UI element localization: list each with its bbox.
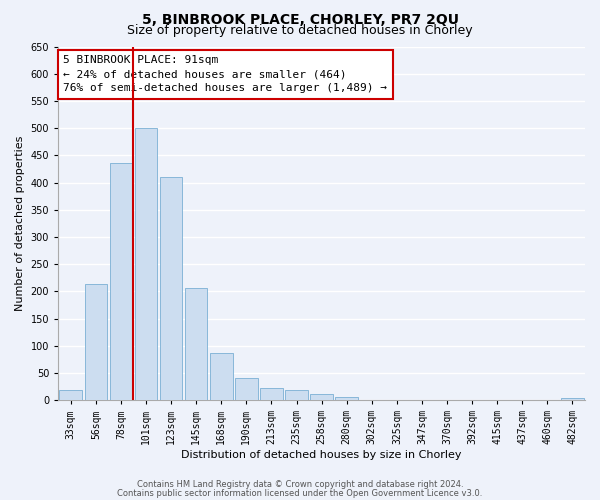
Bar	[185, 288, 208, 400]
Bar	[285, 390, 308, 400]
Bar	[561, 398, 584, 400]
Bar	[235, 378, 257, 400]
Text: Size of property relative to detached houses in Chorley: Size of property relative to detached ho…	[127, 24, 473, 37]
Bar	[260, 388, 283, 400]
Bar	[110, 164, 132, 400]
X-axis label: Distribution of detached houses by size in Chorley: Distribution of detached houses by size …	[181, 450, 462, 460]
Text: Contains public sector information licensed under the Open Government Licence v3: Contains public sector information licen…	[118, 488, 482, 498]
Text: 5 BINBROOK PLACE: 91sqm
← 24% of detached houses are smaller (464)
76% of semi-d: 5 BINBROOK PLACE: 91sqm ← 24% of detache…	[64, 56, 388, 94]
Bar	[310, 394, 333, 400]
Bar	[135, 128, 157, 400]
Text: Contains HM Land Registry data © Crown copyright and database right 2024.: Contains HM Land Registry data © Crown c…	[137, 480, 463, 489]
Bar	[59, 390, 82, 400]
Y-axis label: Number of detached properties: Number of detached properties	[15, 136, 25, 311]
Bar	[160, 177, 182, 400]
Bar	[335, 398, 358, 400]
Text: 5, BINBROOK PLACE, CHORLEY, PR7 2QU: 5, BINBROOK PLACE, CHORLEY, PR7 2QU	[142, 12, 458, 26]
Bar	[210, 353, 233, 400]
Bar	[85, 284, 107, 400]
